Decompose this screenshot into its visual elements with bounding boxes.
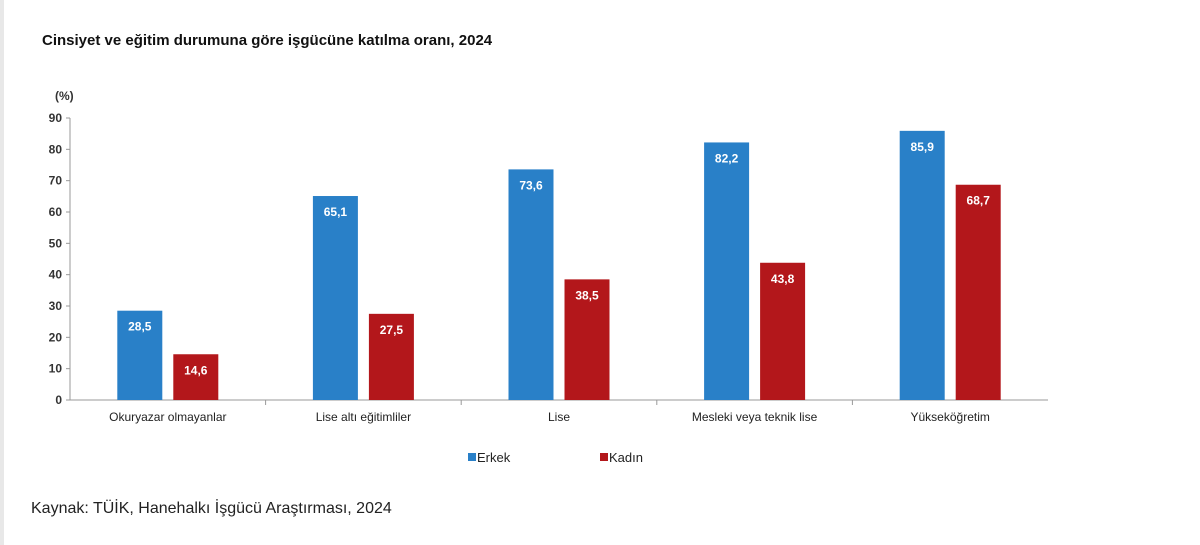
data-label: 28,5 [128, 320, 152, 334]
y-tick-label: 20 [49, 330, 63, 344]
legend-swatch-kadın [600, 453, 608, 461]
chart-title: Cinsiyet ve eğitim durumuna göre işgücün… [42, 32, 493, 49]
source-note: Kaynak: TÜİK, Hanehalkı İşgücü Araştırma… [31, 500, 392, 517]
x-tick-label: Lise [548, 410, 570, 424]
x-tick-label: Okuryazar olmayanlar [109, 410, 226, 424]
bar-kadın [955, 184, 1001, 400]
bar-kadın [368, 313, 414, 400]
data-label: 14,6 [184, 363, 208, 377]
data-label: 27,5 [380, 323, 404, 337]
x-tick-label: Mesleki veya teknik lise [692, 410, 818, 424]
data-label: 68,7 [967, 194, 991, 208]
y-tick-label: 50 [49, 236, 63, 250]
bar-kadın [564, 279, 610, 400]
data-label: 82,2 [715, 151, 739, 165]
data-label: 73,6 [519, 178, 543, 192]
legend-label: Erkek [477, 450, 511, 465]
legend-swatch-erkek [468, 453, 476, 461]
y-tick-label: 10 [49, 362, 63, 376]
data-label: 43,8 [771, 272, 795, 286]
y-tick-label: 0 [55, 393, 62, 407]
x-tick-label: Yükseköğretim [911, 410, 990, 424]
bar-erkek [899, 130, 945, 400]
data-label: 65,1 [324, 205, 348, 219]
left-border [0, 0, 4, 545]
legend-label: Kadın [609, 450, 643, 465]
y-tick-label: 80 [49, 142, 63, 156]
bar-erkek [312, 196, 358, 400]
bar-kadın [173, 354, 219, 400]
y-axis-label: (%) [55, 89, 74, 103]
data-label: 85,9 [911, 140, 935, 154]
data-label: 38,5 [575, 288, 599, 302]
y-tick-label: 70 [49, 174, 63, 188]
y-tick-label: 30 [49, 299, 63, 313]
y-tick-label: 60 [49, 205, 63, 219]
y-tick-label: 90 [49, 111, 63, 125]
bar-erkek [508, 169, 554, 400]
bar-erkek [117, 310, 163, 400]
bar-erkek [704, 142, 750, 400]
y-tick-label: 40 [49, 268, 63, 282]
bar-kadın [760, 262, 806, 400]
x-tick-label: Lise altı eğitimliler [316, 410, 411, 424]
